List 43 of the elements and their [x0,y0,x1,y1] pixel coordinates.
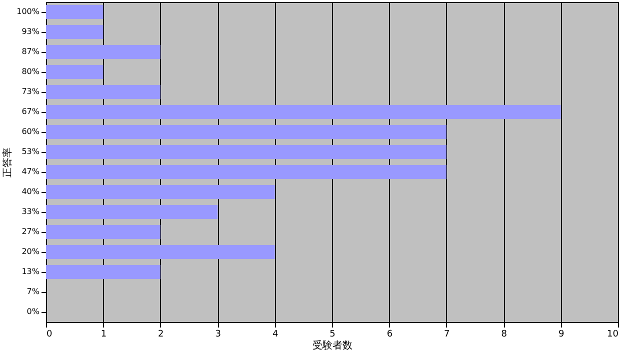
x-tick-label: 5 [330,330,336,340]
y-tick-label: 67% [22,107,40,116]
y-tick-label: 27% [22,227,40,236]
x-tick-label: 9 [558,330,564,340]
y-tick-label: 93% [22,27,40,36]
bar [46,265,160,279]
x-tick-label: 0 [46,330,52,340]
x-tick-label: 4 [272,330,278,340]
bar [46,65,104,79]
bar [46,165,446,179]
x-tick-label: 6 [386,330,393,340]
bar [46,205,218,219]
x-tick-label: 10 [607,330,619,340]
y-tick-label: 100% [16,7,40,16]
bar [46,5,104,19]
bar [46,45,160,59]
y-tick-label: 0% [26,307,40,316]
bar [46,185,275,199]
bar [46,105,561,119]
bar [46,245,275,259]
y-tick-label: 80% [22,67,40,76]
x-tick-label: 1 [100,330,107,340]
x-tick-label: 3 [215,330,221,340]
y-tick-label: 47% [22,167,40,176]
y-tick-label: 73% [22,87,40,96]
x-tick-label: 7 [444,330,450,340]
y-tick-label: 7% [26,287,40,296]
x-axis-title: 受験者数 [312,340,352,352]
bar [46,85,160,99]
x-tick-label: 8 [501,330,508,340]
y-tick-label: 87% [22,47,40,56]
y-tick-label: 33% [22,207,40,216]
x-tick-label: 2 [158,330,164,340]
y-tick-label: 53% [22,147,40,156]
y-axis-title: 正答率 [2,148,14,178]
bar [46,225,160,239]
y-tick-label: 60% [22,127,40,136]
y-tick-label: 20% [22,247,40,256]
bar [46,25,104,39]
y-tick-label: 13% [22,267,40,276]
bar [46,125,446,139]
y-tick-label: 40% [22,187,40,196]
bar [46,145,446,159]
